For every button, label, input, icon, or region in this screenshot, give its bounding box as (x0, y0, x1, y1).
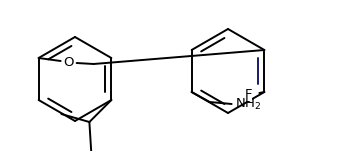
Text: O: O (64, 56, 74, 69)
Text: F: F (245, 87, 252, 101)
Text: NH$_2$: NH$_2$ (235, 96, 261, 112)
